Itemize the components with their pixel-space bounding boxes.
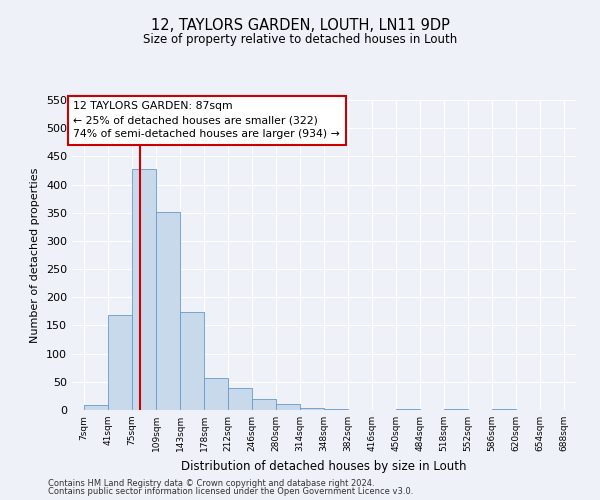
Bar [108, 316, 132, 410]
Text: Contains HM Land Registry data © Crown copyright and database right 2024.: Contains HM Land Registry data © Crown c… [48, 478, 374, 488]
Text: 12 TAYLORS GARDEN: 87sqm
← 25% of detached houses are smaller (322)
74% of semi-: 12 TAYLORS GARDEN: 87sqm ← 25% of detach… [73, 101, 340, 139]
Text: Contains public sector information licensed under the Open Government Licence v3: Contains public sector information licen… [48, 487, 413, 496]
Bar [204, 378, 228, 410]
Y-axis label: Number of detached properties: Number of detached properties [31, 168, 40, 342]
Bar [228, 388, 252, 410]
Bar [180, 312, 204, 410]
Bar [252, 398, 276, 410]
X-axis label: Distribution of detached houses by size in Louth: Distribution of detached houses by size … [181, 460, 467, 472]
Bar [276, 404, 300, 410]
Bar [300, 408, 324, 410]
Bar [84, 406, 108, 410]
Text: Size of property relative to detached houses in Louth: Size of property relative to detached ho… [143, 32, 457, 46]
Bar [132, 169, 156, 410]
Bar [156, 212, 180, 410]
Text: 12, TAYLORS GARDEN, LOUTH, LN11 9DP: 12, TAYLORS GARDEN, LOUTH, LN11 9DP [151, 18, 449, 32]
